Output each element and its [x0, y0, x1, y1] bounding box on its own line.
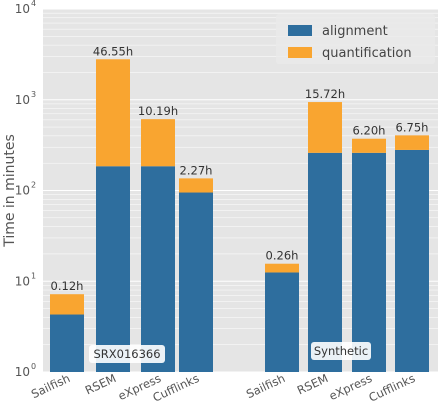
y-tick-exponent: 3: [31, 90, 36, 99]
y-tick-base: 10: [15, 184, 30, 198]
bar-alignment: [352, 152, 386, 372]
bar-alignment: [308, 152, 342, 372]
group-label-text: Synthetic: [314, 344, 368, 358]
bar-total-label: 15.72h: [305, 87, 345, 101]
legend-box: [276, 14, 435, 64]
bar-quantification: [50, 294, 84, 315]
y-tick-label: 10: [15, 184, 30, 198]
y-tick-label: 10: [15, 365, 30, 379]
x-tick-label: Sailfish: [244, 371, 287, 401]
y-tick-base: 10: [15, 2, 30, 16]
y-tick-label: 10: [15, 2, 30, 16]
x-tick-label: RSEM: [295, 371, 330, 397]
y-tick-base: 10: [15, 274, 30, 288]
group-label-text: SRX016366: [93, 347, 160, 361]
y-tick-exponent: 4: [31, 0, 36, 8]
bar-total-label: 10.19h: [138, 104, 178, 118]
bar-total-label: 0.26h: [266, 249, 299, 263]
y-tick-exponent: 1: [31, 271, 36, 280]
bar-total-label: 46.55h: [93, 44, 133, 58]
y-tick-label: 10: [15, 93, 30, 107]
bar-quantification: [352, 138, 386, 153]
y-axis-label: Time in minutes: [2, 134, 18, 248]
bar-quantification: [308, 102, 342, 153]
y-tick-label: 10: [15, 274, 30, 288]
y-tick-exponent: 2: [31, 181, 36, 190]
bar-quantification: [96, 59, 130, 167]
x-tick-label: RSEM: [83, 371, 118, 397]
bar-quantification: [141, 119, 175, 167]
legend-swatch: [288, 47, 312, 58]
x-tick-label: eXpress: [327, 371, 374, 403]
bars: 0.12h 46.55h 10.19h 2.27h 0.26h 15.72h 6.20h 6.…: [50, 44, 429, 372]
y-tick-base: 10: [15, 93, 30, 107]
x-tick-label: Cufflinks: [366, 371, 417, 405]
bar-quantification: [395, 135, 429, 150]
bar-alignment: [395, 149, 429, 372]
legend: alignment quantification: [276, 14, 435, 64]
bar-alignment: [141, 166, 175, 372]
bar-quantification: [179, 178, 213, 193]
group-label: Synthetic: [311, 342, 371, 360]
bar-total-label: 2.27h: [180, 163, 213, 177]
group-label-box: [89, 345, 165, 363]
bar-alignment: [50, 314, 84, 372]
y-tick-base: 10: [15, 365, 30, 379]
group-label: SRX016366: [89, 345, 165, 363]
group-label-box: [311, 342, 371, 360]
bar-alignment: [179, 192, 213, 372]
y-tick-exponent: 0: [31, 362, 36, 371]
legend-label: quantification: [322, 46, 412, 61]
bar-total-label: 6.20h: [353, 124, 386, 138]
x-tick-label: Sailfish: [29, 371, 72, 401]
legend-swatch: [288, 25, 312, 36]
bar-alignment: [96, 166, 130, 372]
bar-alignment: [265, 272, 299, 372]
bar-total-label: 0.12h: [51, 279, 84, 293]
bar-total-label: 6.75h: [396, 120, 429, 134]
legend-label: alignment: [322, 24, 388, 39]
bar-quantification: [265, 263, 299, 273]
